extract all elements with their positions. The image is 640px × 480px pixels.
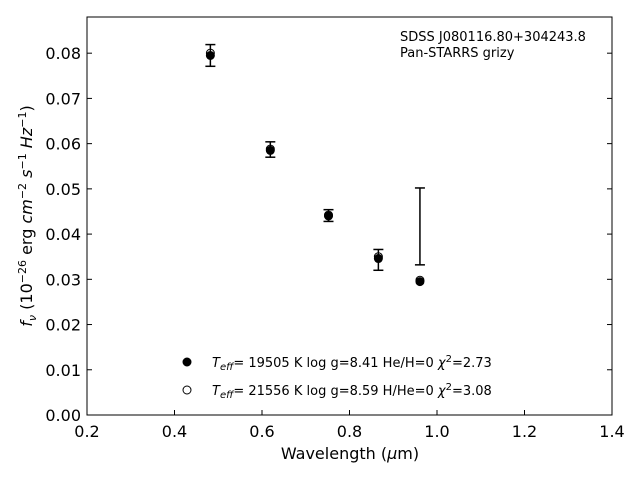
x-tick-label: 0.4 xyxy=(162,422,187,441)
model-point-open xyxy=(324,210,333,220)
y-tick-label: 0.00 xyxy=(45,406,81,425)
y-tick-label: 0.05 xyxy=(45,180,81,199)
chart-annotation-line-1: SDSS J080116.80+304243.8 xyxy=(400,30,586,45)
model-point-filled xyxy=(373,254,383,264)
legend-entry: Teff= 21556 K log g=8.59 H/He=0 χ2=3.08 xyxy=(212,382,492,401)
y-tick-label: 0.08 xyxy=(45,44,81,63)
chart-annotation-line-2: Pan-STARRS grizy xyxy=(400,46,515,61)
y-axis-label: fν (10−26 erg cm−2 s−1 Hz−1) xyxy=(16,105,39,326)
y-tick-label: 0.01 xyxy=(45,361,81,380)
model-point-open xyxy=(373,252,383,262)
y-tick-label: 0.07 xyxy=(45,89,81,108)
legend-entry: Teff= 19505 K log g=8.41 He/H=0 χ2=2.73 xyxy=(212,354,492,373)
legend-marker-filled xyxy=(182,357,192,367)
x-tick-label: 1.2 xyxy=(512,422,537,441)
legend: Teff= 19505 K log g=8.41 He/H=0 χ2=2.73 T… xyxy=(182,354,492,401)
x-tick-label: 1.0 xyxy=(424,422,449,441)
y-tick-label: 0.03 xyxy=(45,270,81,289)
x-tick-label: 1.4 xyxy=(599,422,624,441)
model-point-open xyxy=(205,48,215,58)
x-axis-label: Wavelength (μm) xyxy=(281,444,419,463)
x-tick-label: 0.6 xyxy=(249,422,274,441)
x-tick-label: 0.8 xyxy=(337,422,362,441)
model-point-filled xyxy=(205,50,215,60)
y-tick-label: 0.02 xyxy=(45,316,81,335)
x-tick-label: 0.2 xyxy=(74,422,99,441)
y-tick-label: 0.04 xyxy=(45,225,81,244)
legend-marker-open xyxy=(182,385,192,395)
model-point-open xyxy=(415,275,425,285)
model-point-open xyxy=(265,144,275,154)
y-tick-label: 0.06 xyxy=(45,135,81,154)
